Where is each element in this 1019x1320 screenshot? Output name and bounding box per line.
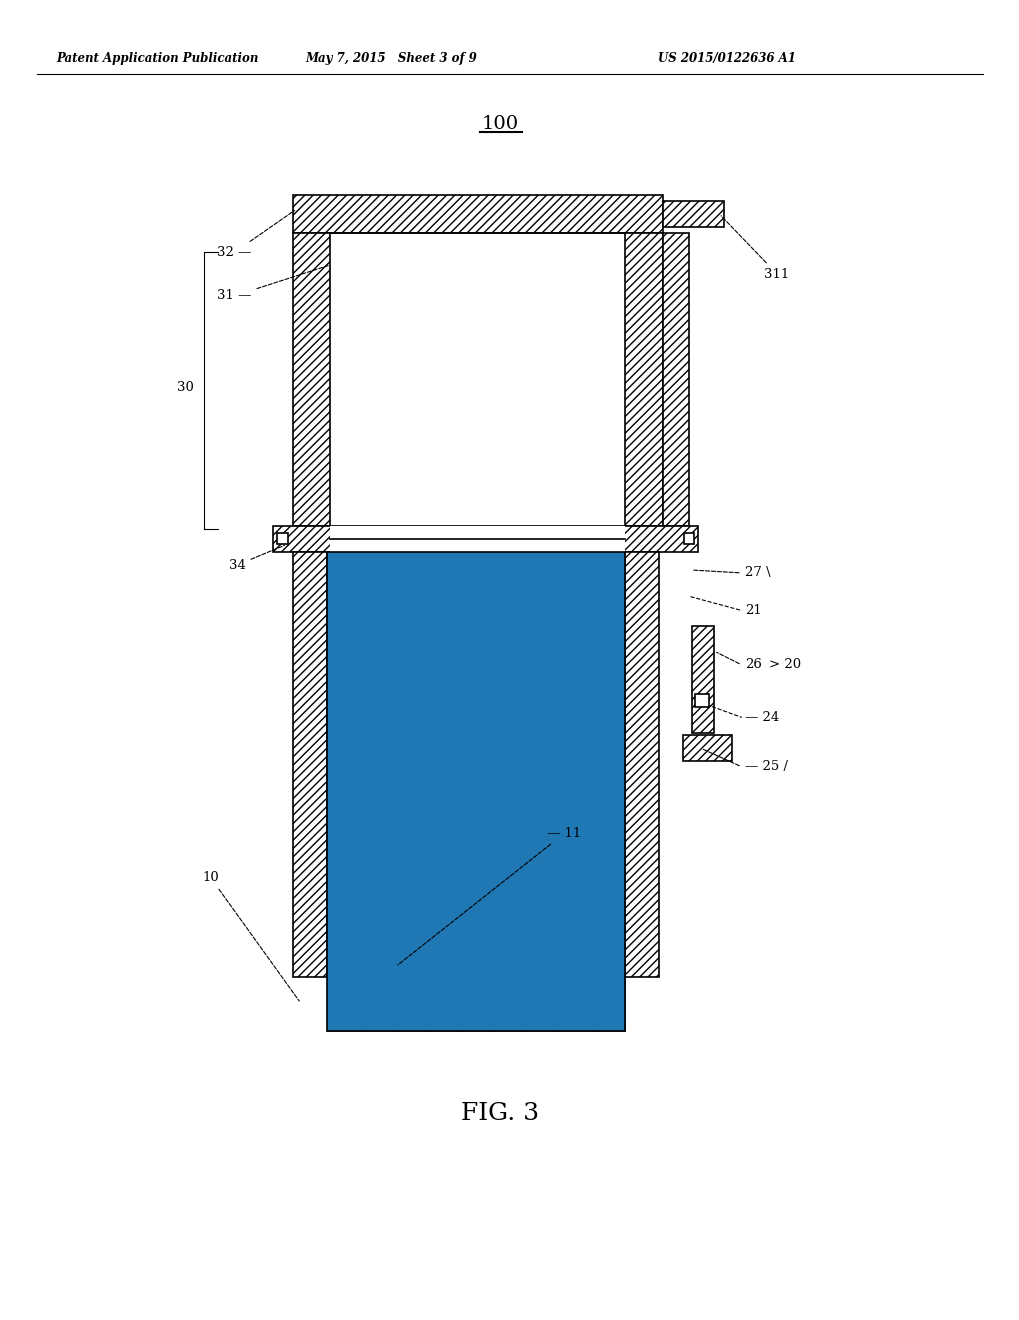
Text: > 20: > 20 xyxy=(768,659,801,672)
Bar xyxy=(592,552,625,1031)
Bar xyxy=(330,527,625,552)
Bar xyxy=(459,552,492,1031)
Text: — 24: — 24 xyxy=(744,711,779,723)
Text: 21: 21 xyxy=(744,605,761,616)
Text: 31 —: 31 — xyxy=(217,265,329,302)
Text: — 11: — 11 xyxy=(397,826,581,965)
Text: FIG. 3: FIG. 3 xyxy=(461,1102,539,1125)
Bar xyxy=(292,552,326,977)
Bar xyxy=(662,201,723,227)
Text: 34: 34 xyxy=(228,545,284,572)
Text: 26: 26 xyxy=(744,659,761,672)
Text: — 25 /: — 25 / xyxy=(744,760,787,774)
Bar xyxy=(426,552,459,1031)
Text: 30: 30 xyxy=(177,381,195,395)
Bar xyxy=(330,232,625,527)
Text: Patent Application Publication: Patent Application Publication xyxy=(56,51,259,65)
Bar xyxy=(525,552,558,1031)
Text: 10: 10 xyxy=(202,871,299,1001)
Bar xyxy=(273,527,698,552)
Bar xyxy=(692,627,713,733)
Bar xyxy=(625,552,658,977)
Bar xyxy=(277,533,287,544)
Bar xyxy=(695,693,708,708)
Text: 32 —: 32 — xyxy=(217,210,294,259)
Text: 311: 311 xyxy=(720,215,789,281)
Bar xyxy=(625,232,662,527)
Bar xyxy=(360,552,392,1031)
Bar xyxy=(662,232,688,527)
Bar xyxy=(392,552,426,1031)
Bar xyxy=(492,552,525,1031)
Text: 27 \: 27 \ xyxy=(744,566,769,579)
Text: May 7, 2015   Sheet 3 of 9: May 7, 2015 Sheet 3 of 9 xyxy=(306,51,477,65)
Bar xyxy=(292,195,662,232)
Bar xyxy=(682,735,732,760)
Bar xyxy=(558,552,592,1031)
Bar xyxy=(292,232,330,527)
Bar xyxy=(683,533,694,544)
Bar xyxy=(326,552,625,1031)
Bar xyxy=(326,552,360,1031)
Text: US 2015/0122636 A1: US 2015/0122636 A1 xyxy=(657,51,795,65)
Text: 100: 100 xyxy=(481,115,519,133)
